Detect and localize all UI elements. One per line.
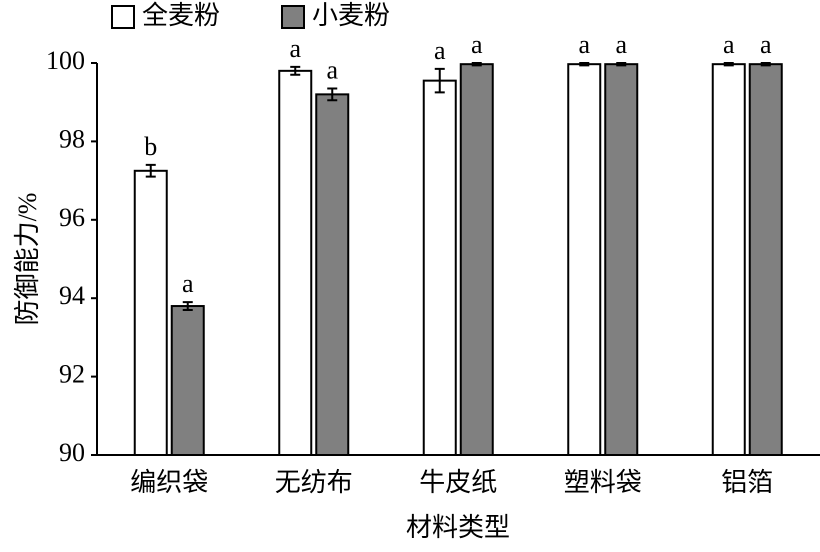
x-tick-label: 编织袋 <box>130 468 208 497</box>
y-tick-label: 100 <box>46 46 85 75</box>
x-tick-label: 塑料袋 <box>564 468 642 497</box>
bar <box>422 79 457 456</box>
y-tick-label: 94 <box>59 281 85 310</box>
y-tick-label: 98 <box>59 124 85 153</box>
y-tick-label: 92 <box>59 360 85 389</box>
bar <box>133 169 168 457</box>
legend-label: 小麦粉 <box>312 1 390 30</box>
error-bar <box>434 67 445 94</box>
significance-label: a <box>760 30 772 59</box>
error-bar <box>145 163 156 178</box>
error-bar <box>616 62 627 67</box>
bar <box>315 93 350 457</box>
y-tick-label: 96 <box>59 203 85 232</box>
error-bar <box>182 301 193 311</box>
bar <box>170 305 205 457</box>
legend-label: 全麦粉 <box>142 1 220 30</box>
error-bar <box>290 65 301 76</box>
significance-label: a <box>578 30 590 59</box>
error-bar <box>579 62 590 67</box>
y-axis-label: 防御能力/% <box>13 193 42 326</box>
error-bar <box>723 62 734 67</box>
bar <box>567 63 602 457</box>
bar <box>748 63 783 457</box>
significance-label: a <box>289 34 301 63</box>
legend-swatch <box>111 5 135 29</box>
error-bar <box>471 62 482 67</box>
x-axis-label: 材料类型 <box>406 513 510 542</box>
bar <box>711 63 746 457</box>
x-tick-label: 铝箔 <box>721 468 773 497</box>
significance-label: a <box>471 30 483 59</box>
legend-swatch <box>281 5 305 29</box>
bar <box>278 69 313 456</box>
bar <box>604 63 639 457</box>
significance-label: a <box>182 269 194 298</box>
significance-label: a <box>326 55 338 84</box>
significance-label: a <box>723 30 735 59</box>
error-bar <box>760 62 771 67</box>
significance-label: b <box>144 132 157 161</box>
bar <box>459 63 494 457</box>
significance-label: a <box>434 36 446 65</box>
significance-label: a <box>615 30 627 59</box>
error-bar <box>327 87 338 102</box>
y-tick-label: 90 <box>59 438 85 467</box>
x-tick-label: 牛皮纸 <box>419 468 497 497</box>
x-tick-label: 无纺布 <box>275 468 353 497</box>
